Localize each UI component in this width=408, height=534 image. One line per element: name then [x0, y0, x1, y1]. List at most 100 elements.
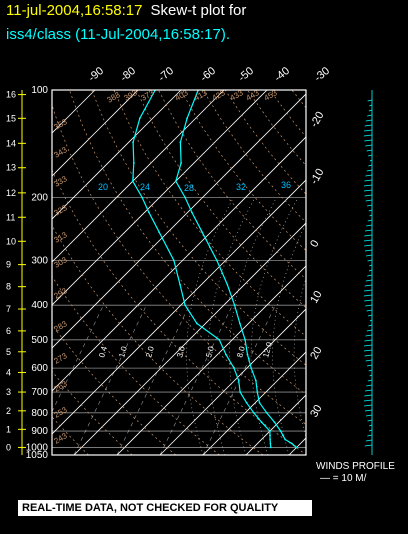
isotherm-line	[52, 136, 306, 392]
wind-barb	[365, 229, 373, 232]
dry-adiabat-line	[91, 90, 306, 366]
dry-adiabat-label: 313	[53, 230, 70, 245]
isotherm-top-label: -50	[236, 65, 256, 84]
wind-barb	[366, 224, 373, 227]
moist-adiabat-line	[207, 197, 256, 455]
mixing-ratio-line	[116, 305, 190, 455]
isotherm-line	[116, 265, 306, 455]
mixing-ratio-label: 20	[98, 182, 108, 192]
isotherm-right-label: -20	[308, 110, 326, 130]
isotherm-line	[52, 179, 306, 435]
pressure-tick-label: 300	[31, 256, 48, 267]
temperature-point	[281, 434, 284, 437]
wind-barb	[364, 299, 373, 302]
dewpoint-point	[239, 391, 242, 393]
wind-barb	[369, 159, 373, 162]
dry-adiabat-label: 253	[53, 405, 70, 420]
wind-barb	[363, 399, 373, 402]
temperature-point	[186, 117, 188, 120]
temperature-point	[255, 379, 257, 382]
mixing-ratio-line	[159, 305, 233, 455]
wind-barb	[365, 119, 373, 122]
pressure-tick-label: 800	[31, 408, 48, 419]
plot-header: 11-jul-2004,16:58:17 Skew-t plot for	[6, 2, 246, 19]
dry-adiabat-line	[69, 90, 306, 396]
wind-barb	[364, 349, 373, 352]
wind-barb	[364, 444, 373, 447]
dry-adiabat-label: 283	[53, 319, 70, 334]
wind-barb	[368, 324, 373, 327]
height-tick-label: 13	[6, 163, 16, 173]
temperature-point	[244, 338, 246, 341]
dry-adiabat-label: 343	[53, 145, 70, 160]
height-tick-label: 5	[6, 347, 11, 357]
isotherm-right-label: 0	[308, 238, 321, 249]
winds-scale-label: — = 10 M/	[320, 473, 367, 484]
temperature-point	[215, 259, 218, 262]
wind-barb	[367, 434, 373, 437]
dry-adiabat-label: 323	[53, 203, 70, 218]
height-tick-label: 7	[6, 304, 11, 314]
isotherm-line	[288, 437, 306, 455]
pressure-tick-label: 1000	[26, 442, 49, 453]
isotherm-top-label: -30	[312, 65, 332, 84]
isotherm-right-label: 20	[308, 345, 325, 362]
temperature-point	[246, 353, 249, 356]
dewpoint-point	[138, 117, 141, 120]
quality-banner: REAL-TIME DATA, NOT CHECKED FOR QUALITY	[18, 500, 312, 516]
dewpoint-point	[158, 231, 161, 234]
height-tick-label: 12	[6, 188, 16, 198]
dewpoint-point	[269, 434, 271, 437]
dewpoint-point	[233, 367, 235, 370]
mixing-ratio-line	[52, 305, 104, 413]
height-tick-label: 10	[6, 236, 16, 246]
dry-adiabat-line	[52, 323, 177, 455]
isotherm-right-label: 30	[308, 403, 325, 420]
dry-adiabat-label: 383	[106, 90, 123, 105]
wind-barb	[366, 364, 373, 367]
height-tick-label: 0	[6, 442, 11, 452]
pressure-tick-label: 500	[31, 335, 48, 346]
moist-adiabat-line	[186, 197, 234, 455]
dry-adiabat-line	[314, 90, 408, 455]
pressure-tick-label: 100	[31, 85, 48, 96]
wind-barb	[367, 114, 373, 117]
wind-barb	[365, 144, 373, 147]
height-tick-label: 14	[6, 138, 16, 148]
wind-barb	[365, 439, 373, 442]
dry-adiabat-line	[135, 90, 306, 309]
wind-barb	[363, 294, 373, 297]
pressure-tick-label: 200	[31, 193, 48, 204]
wind-barb	[364, 139, 373, 142]
temperature-point	[273, 421, 276, 424]
wind-barb	[365, 199, 373, 202]
dewpoint-point	[179, 283, 181, 286]
wind-barb	[365, 279, 373, 282]
wind-barb	[364, 234, 373, 237]
moist-adiabat-label: 2.0	[144, 345, 156, 359]
wind-barb	[369, 424, 373, 427]
height-tick-label: 4	[6, 367, 11, 377]
isotherm-line	[52, 93, 306, 349]
temperature-point	[201, 231, 204, 234]
wind-barb	[365, 304, 373, 307]
dry-adiabat-line	[247, 90, 306, 166]
dewpoint-point	[269, 442, 272, 445]
wind-barb	[364, 344, 373, 347]
wind-barb	[363, 239, 373, 242]
wind-barb	[365, 414, 373, 417]
wind-barb	[364, 194, 373, 197]
wind-barb	[364, 394, 373, 397]
height-tick-label: 1	[6, 424, 11, 434]
height-tick-label: 6	[6, 326, 11, 336]
temperature-point	[258, 401, 261, 404]
isotherm-top-label: -70	[156, 65, 176, 84]
wind-barb	[368, 164, 373, 167]
dewpoint-point	[237, 379, 240, 382]
wind-barb	[365, 174, 373, 177]
dry-adiabat-line	[52, 416, 89, 455]
mixing-ratio-label: 24	[140, 182, 150, 192]
plot-frame	[51, 89, 307, 456]
wind-barb	[364, 124, 373, 127]
temperature-point	[226, 283, 229, 286]
